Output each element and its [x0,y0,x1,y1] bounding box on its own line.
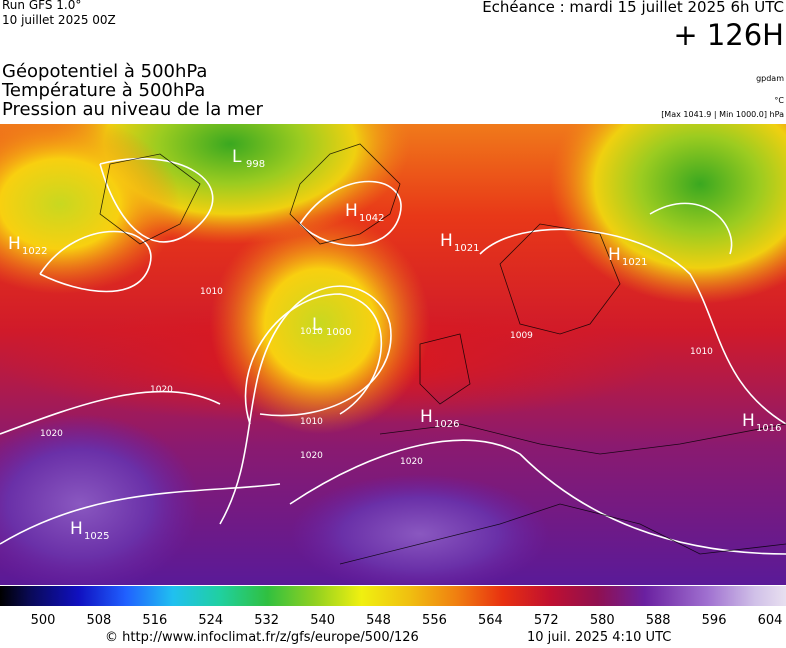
colorbar-tick-label: 500 [31,613,56,628]
colorbar-tick-label: 596 [702,613,727,628]
lead-time: + 126H [673,18,784,52]
colorbar-tick-label: 508 [87,613,112,628]
title: Température à 500hPa [2,80,206,101]
isobar-label: 1020 [150,385,173,395]
unit: °C [774,96,784,105]
titles: Géopotentiel à 500hPa Température à 500h… [2,62,263,119]
isobar-label: 1010 [300,327,323,337]
colorbar-tick-label: 524 [198,613,223,628]
isobar-label: 1009 [510,331,533,341]
center-kind: L [312,315,322,335]
colorbar-tick-label: 556 [422,613,447,628]
center-value: 1025 [84,531,109,542]
title: Géopotentiel à 500hPa [2,61,208,82]
isobar-label: 1020 [400,457,423,467]
center-value: 1026 [434,419,459,430]
colorbar-tick-label: 564 [478,613,503,628]
center-kind: H [440,231,453,251]
colorbar-tick-label: 588 [646,613,671,628]
center-value: 1022 [22,246,47,257]
unit: gpdam [756,74,784,83]
center-kind: H [70,519,83,539]
center-value: 1016 [756,423,781,434]
center-value: 998 [246,159,265,170]
isobar-label: 1010 [200,287,223,297]
colorbar-tick-label: 548 [366,613,391,628]
footer-url: © http://www.infoclimat.fr/z/gfs/europe/… [105,630,419,645]
center-kind: H [420,407,433,427]
center-value: 1021 [454,243,479,254]
valid-time: Echéance : mardi 15 juillet 2025 6h UTC [482,0,784,16]
colorbar-ticks: 500 508 516 524 532 540 548 556 564 572 580 588 596 6… [31,613,783,628]
center-kind: H [345,201,358,221]
center-value: 1000 [326,327,351,338]
footer-date: 10 juil. 2025 4:10 UTC [527,630,672,645]
center-value: 1042 [359,213,384,224]
colorbar-tick-label: 572 [534,613,559,628]
unit: [Max 1041.9 | Min 1000.0] hPa [661,110,784,119]
center-kind: L [232,147,242,167]
isobar-label: 1010 [690,347,713,357]
colorbar [0,586,786,606]
center-kind: H [742,411,755,431]
isobar-label: 1010 [300,417,323,427]
title: Pression au niveau de la mer [2,99,263,120]
colorbar-tick-label: 516 [142,613,167,628]
center-kind: H [8,234,21,254]
run-date: 10 juillet 2025 00Z [2,13,116,27]
run: Run GFS 1.0° [2,0,82,12]
isobar-label: 1020 [300,451,323,461]
isobar-label: 1020 [40,429,63,439]
center-value: 1021 [622,257,647,268]
colorbar-tick-label: 540 [310,613,335,628]
center-kind: H [608,245,621,265]
colorbar-tick-label: 532 [254,613,279,628]
colorbar-tick-label: 604 [758,613,783,628]
colorbar-tick-label: 580 [590,613,615,628]
